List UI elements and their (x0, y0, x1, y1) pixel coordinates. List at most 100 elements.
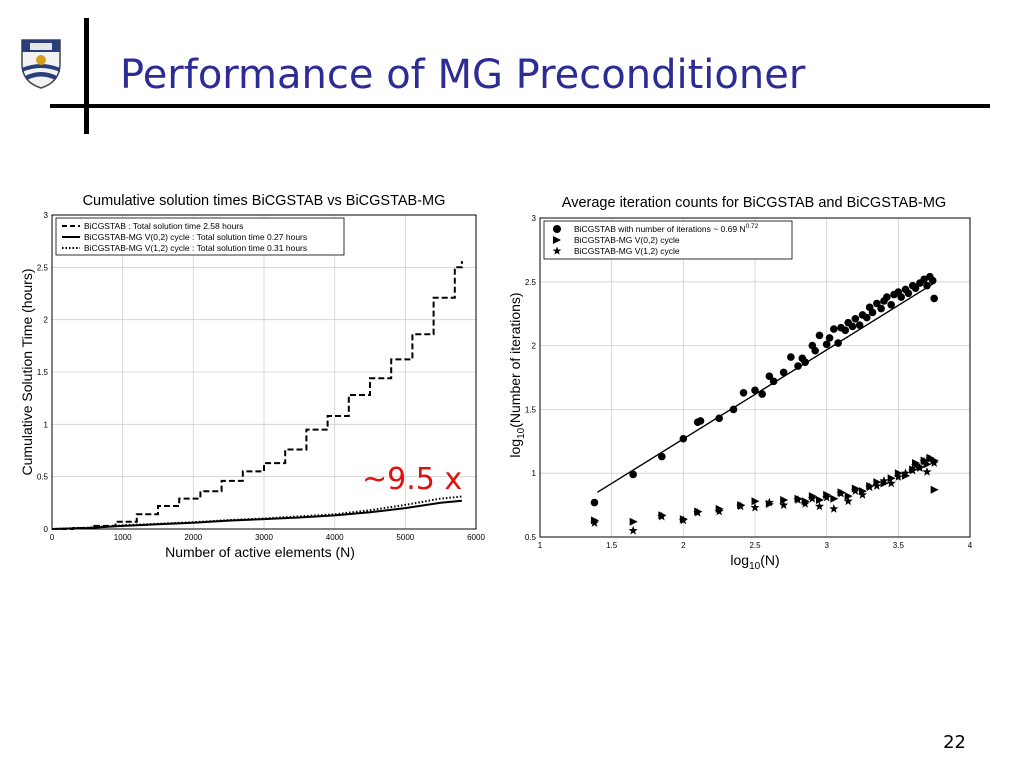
y-tick-label: 1.5 (525, 405, 537, 414)
data-point-circle (751, 386, 759, 395)
data-point-circle (848, 322, 857, 331)
data-point-star (657, 511, 667, 521)
data-point-circle (825, 334, 834, 342)
data-point-circle (904, 289, 913, 298)
speedup-callout: ~9.5 x (362, 462, 463, 497)
legend-entry-bicgstab: BiCGSTAB : Total solution time 2.58 hour… (84, 221, 243, 231)
university-crest-icon (20, 38, 62, 90)
x-tick-label: 0 (50, 533, 55, 542)
x-tick-label: 5000 (396, 533, 414, 542)
plot-area-frame (51, 214, 477, 530)
iteration-count-chart: Average iteration counts for BiCGSTAB an… (507, 195, 973, 572)
data-point-triangle (629, 517, 638, 526)
slide-title: Performance of MG Preconditioner (120, 52, 806, 98)
data-point-circle (811, 346, 819, 355)
data-point-star (893, 472, 903, 481)
data-point-star (807, 493, 817, 503)
data-point-circle (679, 434, 688, 443)
y-tick-label: 1.5 (37, 368, 49, 377)
data-point-star (678, 515, 688, 525)
x-tick-label: 2.5 (749, 541, 761, 550)
data-point-circle (920, 275, 928, 284)
y-tick-label: 2 (532, 342, 537, 351)
y-tick-label: 2.5 (525, 278, 537, 287)
cumulative-time-chart: Cumulative solution times BiCGSTAB vs Bi… (19, 193, 486, 560)
series-mg-v12-line (51, 495, 462, 530)
data-point-star (822, 492, 832, 502)
legend-marker-star (552, 246, 562, 255)
data-point-star (925, 454, 935, 464)
data-point-circle (769, 377, 778, 386)
data-point-circle (830, 325, 838, 333)
data-point-star (850, 486, 860, 495)
data-point-circle (715, 414, 723, 423)
data-point-circle (868, 308, 877, 317)
x-tick-label: 2000 (184, 533, 202, 542)
data-point-circle (658, 452, 666, 461)
x-tick-label: 3000 (255, 533, 273, 542)
data-point-circle (851, 315, 860, 323)
data-point-circle (779, 368, 788, 377)
x-axis-label: Number of active elements (N) (165, 544, 355, 560)
data-point-star (764, 497, 774, 507)
data-point-triangle (873, 478, 882, 487)
data-point-circle (815, 331, 824, 340)
y-tick-label: 3 (44, 211, 49, 220)
plot-area-frame (539, 217, 971, 538)
data-point-star (879, 476, 889, 485)
x-tick-label: 4 (968, 541, 973, 550)
data-point-star (836, 488, 846, 498)
grid (52, 215, 476, 529)
data-point-triangle (816, 495, 824, 504)
data-point-triangle (751, 497, 760, 506)
data-point-star (589, 518, 600, 527)
data-point-circle (787, 353, 795, 361)
data-point-star (857, 490, 868, 499)
data-point-circle (928, 276, 937, 285)
y-tick-label: 0.5 (37, 473, 49, 482)
y-axis-label: log10(Number of iterations) (507, 292, 527, 457)
data-point-circle (841, 326, 850, 335)
data-point-star (693, 507, 703, 517)
data-point-triangle (859, 487, 867, 496)
data-point-circle (739, 389, 748, 397)
data-point-circle (877, 304, 885, 313)
page-number: 22 (943, 732, 966, 753)
data-point-star (714, 506, 724, 516)
x-tick-label: 6000 (467, 533, 485, 542)
data-point-circle (729, 405, 738, 414)
data-point-star (908, 465, 918, 475)
legend-marker-triangle (553, 236, 561, 244)
legend-marker-circle (553, 225, 561, 233)
y-axis-label: Cumulative Solution Time (hours) (19, 269, 35, 476)
data-point-star (915, 463, 925, 472)
data-point-circle (863, 313, 871, 322)
y-tick-label: 0.5 (525, 533, 537, 542)
data-point-circle (923, 281, 931, 290)
legend-entry-mg-v02: BiCGSTAB-MG V(0,2) cycle (574, 235, 680, 245)
y-tick-label: 3 (532, 214, 537, 223)
data-point-star (872, 481, 882, 490)
series-markers (589, 272, 939, 535)
data-point-circle (696, 417, 705, 425)
legend-entry-bicgstab: BiCGSTAB with number of iterations ~ 0.6… (574, 223, 759, 234)
data-point-star (900, 468, 911, 478)
legend: BiCGSTAB with number of iterations ~ 0.6… (543, 220, 793, 260)
data-point-star (865, 482, 875, 492)
x-tick-label: 2 (681, 541, 686, 550)
data-point-star (628, 525, 638, 535)
data-point-star (886, 478, 896, 488)
data-point-triangle (830, 494, 839, 503)
legend-entry-mg-v12: BiCGSTAB-MG V(1,2) cycle (574, 246, 680, 256)
ticks: 0 1000 2000 3000 4000 5000 6000 0 0.5 1 1.5 2 2.5 3 (37, 211, 486, 542)
data-point-triangle (887, 474, 896, 483)
x-axis-label: log10(N) (730, 552, 779, 572)
data-point-star (929, 458, 939, 467)
data-point-star (750, 502, 760, 512)
data-point-circle (930, 294, 938, 303)
x-tick-label: 3 (824, 541, 829, 550)
data-point-circle (822, 340, 831, 349)
data-point-triangle (930, 485, 939, 494)
ticks: 1 1.5 2 2.5 3 3.5 40.511.522.53 (525, 214, 973, 550)
data-point-star (843, 496, 853, 506)
